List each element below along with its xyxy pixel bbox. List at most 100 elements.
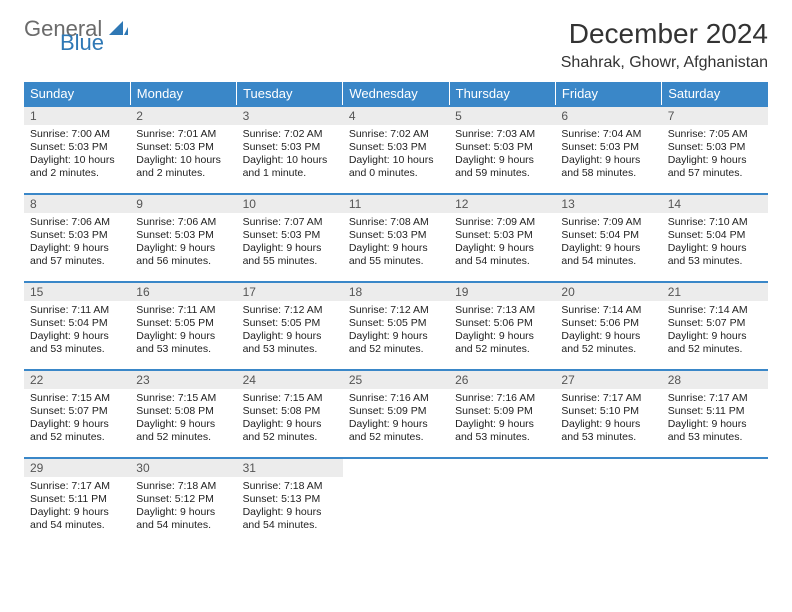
day-details: Sunrise: 7:15 AMSunset: 5:08 PMDaylight:… <box>237 389 343 449</box>
calendar-day-cell: 30Sunrise: 7:18 AMSunset: 5:12 PMDayligh… <box>130 458 236 546</box>
day-header: Tuesday <box>237 82 343 106</box>
day-number: 14 <box>662 195 768 213</box>
calendar-day-cell: 10Sunrise: 7:07 AMSunset: 5:03 PMDayligh… <box>237 194 343 282</box>
day-number: 23 <box>130 371 236 389</box>
day-header: Thursday <box>449 82 555 106</box>
calendar-day-cell: 6Sunrise: 7:04 AMSunset: 5:03 PMDaylight… <box>555 106 661 194</box>
day-number: 5 <box>449 107 555 125</box>
calendar-day-cell: 29Sunrise: 7:17 AMSunset: 5:11 PMDayligh… <box>24 458 130 546</box>
logo: General Blue <box>24 18 129 53</box>
calendar-day-cell: 22Sunrise: 7:15 AMSunset: 5:07 PMDayligh… <box>24 370 130 458</box>
day-details: Sunrise: 7:17 AMSunset: 5:11 PMDaylight:… <box>662 389 768 449</box>
logo-blue-text: Blue <box>60 33 129 53</box>
calendar-day-cell: 17Sunrise: 7:12 AMSunset: 5:05 PMDayligh… <box>237 282 343 370</box>
day-details: Sunrise: 7:02 AMSunset: 5:03 PMDaylight:… <box>343 125 449 185</box>
calendar-week-row: 22Sunrise: 7:15 AMSunset: 5:07 PMDayligh… <box>24 370 768 458</box>
day-number: 18 <box>343 283 449 301</box>
calendar-day-cell: .. <box>343 458 449 546</box>
header: General Blue December 2024 Shahrak, Ghow… <box>24 18 768 72</box>
calendar-day-cell: 11Sunrise: 7:08 AMSunset: 5:03 PMDayligh… <box>343 194 449 282</box>
day-number: 25 <box>343 371 449 389</box>
calendar-day-cell: 16Sunrise: 7:11 AMSunset: 5:05 PMDayligh… <box>130 282 236 370</box>
day-details: Sunrise: 7:09 AMSunset: 5:04 PMDaylight:… <box>555 213 661 273</box>
calendar-week-row: 8Sunrise: 7:06 AMSunset: 5:03 PMDaylight… <box>24 194 768 282</box>
calendar-day-cell: 31Sunrise: 7:18 AMSunset: 5:13 PMDayligh… <box>237 458 343 546</box>
day-number: 16 <box>130 283 236 301</box>
location-text: Shahrak, Ghowr, Afghanistan <box>561 54 768 72</box>
day-details: Sunrise: 7:13 AMSunset: 5:06 PMDaylight:… <box>449 301 555 361</box>
calendar-week-row: 1Sunrise: 7:00 AMSunset: 5:03 PMDaylight… <box>24 106 768 194</box>
calendar-day-cell: 13Sunrise: 7:09 AMSunset: 5:04 PMDayligh… <box>555 194 661 282</box>
day-header: Friday <box>555 82 661 106</box>
day-number: 10 <box>237 195 343 213</box>
calendar-day-cell: 8Sunrise: 7:06 AMSunset: 5:03 PMDaylight… <box>24 194 130 282</box>
day-number: 22 <box>24 371 130 389</box>
day-details: Sunrise: 7:17 AMSunset: 5:10 PMDaylight:… <box>555 389 661 449</box>
day-details: Sunrise: 7:06 AMSunset: 5:03 PMDaylight:… <box>24 213 130 273</box>
day-number: 9 <box>130 195 236 213</box>
day-number: 20 <box>555 283 661 301</box>
title-block: December 2024 Shahrak, Ghowr, Afghanista… <box>561 18 768 72</box>
calendar-week-row: 29Sunrise: 7:17 AMSunset: 5:11 PMDayligh… <box>24 458 768 546</box>
day-number: 13 <box>555 195 661 213</box>
calendar-day-cell: 15Sunrise: 7:11 AMSunset: 5:04 PMDayligh… <box>24 282 130 370</box>
day-details: Sunrise: 7:06 AMSunset: 5:03 PMDaylight:… <box>130 213 236 273</box>
day-number: 1 <box>24 107 130 125</box>
calendar-day-cell: 20Sunrise: 7:14 AMSunset: 5:06 PMDayligh… <box>555 282 661 370</box>
day-number: 4 <box>343 107 449 125</box>
day-number: 21 <box>662 283 768 301</box>
calendar-day-cell: 23Sunrise: 7:15 AMSunset: 5:08 PMDayligh… <box>130 370 236 458</box>
calendar-day-cell: 12Sunrise: 7:09 AMSunset: 5:03 PMDayligh… <box>449 194 555 282</box>
day-details: Sunrise: 7:00 AMSunset: 5:03 PMDaylight:… <box>24 125 130 185</box>
day-details: Sunrise: 7:15 AMSunset: 5:08 PMDaylight:… <box>130 389 236 449</box>
calendar-day-cell: .. <box>449 458 555 546</box>
month-title: December 2024 <box>561 18 768 50</box>
day-details: Sunrise: 7:16 AMSunset: 5:09 PMDaylight:… <box>449 389 555 449</box>
calendar-day-cell: 4Sunrise: 7:02 AMSunset: 5:03 PMDaylight… <box>343 106 449 194</box>
day-number: 26 <box>449 371 555 389</box>
day-details: Sunrise: 7:14 AMSunset: 5:06 PMDaylight:… <box>555 301 661 361</box>
day-number: 29 <box>24 459 130 477</box>
calendar-day-cell: 3Sunrise: 7:02 AMSunset: 5:03 PMDaylight… <box>237 106 343 194</box>
day-details: Sunrise: 7:18 AMSunset: 5:12 PMDaylight:… <box>130 477 236 537</box>
day-details: Sunrise: 7:17 AMSunset: 5:11 PMDaylight:… <box>24 477 130 537</box>
calendar-day-cell: 1Sunrise: 7:00 AMSunset: 5:03 PMDaylight… <box>24 106 130 194</box>
day-number: 12 <box>449 195 555 213</box>
calendar-day-cell: 26Sunrise: 7:16 AMSunset: 5:09 PMDayligh… <box>449 370 555 458</box>
day-number: 30 <box>130 459 236 477</box>
day-details: Sunrise: 7:11 AMSunset: 5:04 PMDaylight:… <box>24 301 130 361</box>
day-number: 28 <box>662 371 768 389</box>
day-details: Sunrise: 7:02 AMSunset: 5:03 PMDaylight:… <box>237 125 343 185</box>
day-number: 7 <box>662 107 768 125</box>
day-details: Sunrise: 7:01 AMSunset: 5:03 PMDaylight:… <box>130 125 236 185</box>
calendar-day-cell: 9Sunrise: 7:06 AMSunset: 5:03 PMDaylight… <box>130 194 236 282</box>
calendar-day-cell: 19Sunrise: 7:13 AMSunset: 5:06 PMDayligh… <box>449 282 555 370</box>
calendar-day-cell: 2Sunrise: 7:01 AMSunset: 5:03 PMDaylight… <box>130 106 236 194</box>
day-details: Sunrise: 7:18 AMSunset: 5:13 PMDaylight:… <box>237 477 343 537</box>
calendar-day-cell: 14Sunrise: 7:10 AMSunset: 5:04 PMDayligh… <box>662 194 768 282</box>
day-header: Saturday <box>662 82 768 106</box>
day-details: Sunrise: 7:04 AMSunset: 5:03 PMDaylight:… <box>555 125 661 185</box>
calendar-table: SundayMondayTuesdayWednesdayThursdayFrid… <box>24 82 768 546</box>
day-number: 24 <box>237 371 343 389</box>
calendar-body: 1Sunrise: 7:00 AMSunset: 5:03 PMDaylight… <box>24 106 768 546</box>
day-details: Sunrise: 7:12 AMSunset: 5:05 PMDaylight:… <box>237 301 343 361</box>
day-number: 15 <box>24 283 130 301</box>
calendar-day-cell: 28Sunrise: 7:17 AMSunset: 5:11 PMDayligh… <box>662 370 768 458</box>
calendar-day-cell: .. <box>662 458 768 546</box>
day-header: Wednesday <box>343 82 449 106</box>
day-header: Sunday <box>24 82 130 106</box>
day-details: Sunrise: 7:11 AMSunset: 5:05 PMDaylight:… <box>130 301 236 361</box>
day-details: Sunrise: 7:14 AMSunset: 5:07 PMDaylight:… <box>662 301 768 361</box>
day-number: 17 <box>237 283 343 301</box>
day-details: Sunrise: 7:12 AMSunset: 5:05 PMDaylight:… <box>343 301 449 361</box>
day-number: 8 <box>24 195 130 213</box>
day-number: 6 <box>555 107 661 125</box>
calendar-day-cell: 24Sunrise: 7:15 AMSunset: 5:08 PMDayligh… <box>237 370 343 458</box>
day-details: Sunrise: 7:16 AMSunset: 5:09 PMDaylight:… <box>343 389 449 449</box>
day-number: 2 <box>130 107 236 125</box>
day-details: Sunrise: 7:03 AMSunset: 5:03 PMDaylight:… <box>449 125 555 185</box>
day-number: 27 <box>555 371 661 389</box>
day-number: 3 <box>237 107 343 125</box>
day-details: Sunrise: 7:07 AMSunset: 5:03 PMDaylight:… <box>237 213 343 273</box>
